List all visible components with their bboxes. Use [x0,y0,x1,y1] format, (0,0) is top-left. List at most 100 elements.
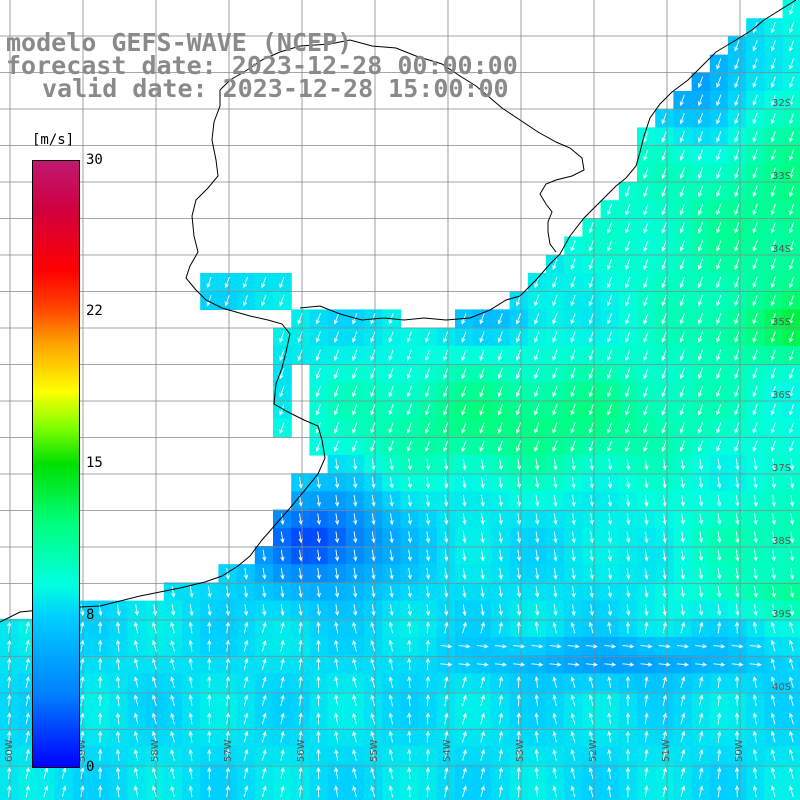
wind-arrow [352,712,357,725]
wind-arrow [752,730,758,743]
wind-arrow [443,422,449,434]
wind-arrow [698,476,704,489]
wind-arrow [643,167,649,180]
wind-arrow [788,313,795,325]
wind-arrow [7,785,12,798]
wind-arrow [788,76,795,89]
wind-arrow [515,331,522,343]
wind-arrow [25,712,30,725]
wind-arrow [516,604,522,617]
wind-arrow [206,276,212,289]
wind-arrow [133,694,139,707]
wind-arrow [515,349,522,362]
wind-arrow [225,621,230,634]
wind-arrow [717,476,722,489]
wind-arrow [315,367,321,380]
wind-arrow [770,76,776,89]
wind-arrow [571,549,576,562]
wind-arrow [370,730,376,743]
wind-arrow [770,767,776,779]
wind-arrow [679,422,685,434]
wind-arrow [133,639,139,652]
wind-arrow [643,131,649,143]
wind-arrow [697,367,704,380]
wind-arrow [80,621,85,634]
wind-arrow [461,440,467,453]
wind-arrow [789,604,795,617]
wind-arrow [626,513,631,526]
latitude-label: 34S [772,244,791,255]
wind-arrow [133,676,139,688]
wind-arrow [679,240,685,252]
wind-arrow [462,513,467,526]
wind-arrow [207,712,212,725]
wind-arrow [788,131,795,143]
wind-arrow [498,712,504,725]
wind-arrow [279,385,285,398]
wind-arrow [698,785,704,798]
wind-arrow [534,276,540,289]
wind-arrow [462,476,467,489]
wind-arrow [516,675,521,689]
wind-arrow [333,404,340,416]
wind-arrow [425,748,431,761]
wind-arrow [479,422,485,434]
wind-arrow [407,531,412,544]
wind-arrow [789,476,795,489]
wind-arrow [261,639,267,652]
wind-arrow [443,331,449,343]
wind-arrow [334,785,339,798]
wind-arrow [298,549,303,562]
wind-arrow [444,549,449,562]
wind-arrow [333,440,340,453]
wind-arrow [225,639,230,652]
wind-arrow [734,440,740,453]
wind-arrow [752,167,758,180]
wind-arrow [170,749,175,761]
wind-arrow [770,730,776,743]
wind-arrow [389,549,394,562]
wind-arrow [588,694,594,707]
wind-arrow [716,203,722,216]
wind-arrow [661,385,667,398]
latitude-label: 39S [772,609,791,620]
wind-arrow [243,730,249,743]
wind-arrow [734,94,740,107]
wind-arrow [734,621,740,634]
wind-arrow [497,331,503,343]
wind-arrow [571,567,576,580]
wind-arrow [152,767,157,779]
wind-arrow [753,458,758,471]
wind-arrow [552,313,558,325]
wind-arrow [549,662,562,667]
wind-speed-cell [782,637,800,656]
wind-arrow [606,440,613,453]
wind-arrow [316,694,321,707]
wind-arrow [788,112,795,125]
wind-arrow [261,621,267,634]
wind-arrow [752,131,758,143]
wind-arrow [225,604,230,617]
wind-arrow [243,604,249,617]
wind-arrow [589,495,594,507]
wind-arrow [352,730,357,743]
wind-arrow [280,621,285,634]
wind-arrow [424,440,431,453]
wind-arrow [570,240,576,252]
wind-arrow [661,203,667,216]
wind-arrow [697,331,704,343]
wind-arrow [753,513,758,526]
wind-arrow [734,76,740,89]
wind-arrow [534,367,540,380]
wind-arrow [770,21,776,34]
wind-arrow [334,604,340,617]
wind-arrow [498,586,503,598]
wind-arrow [462,712,467,725]
wind-arrow [462,495,467,507]
wind-arrow [315,404,321,416]
wind-arrow [316,531,321,544]
wind-arrow [716,294,722,307]
wind-arrow [458,644,471,649]
colorbar-tick-15: 15 [86,455,103,471]
wind-arrow [462,458,467,471]
